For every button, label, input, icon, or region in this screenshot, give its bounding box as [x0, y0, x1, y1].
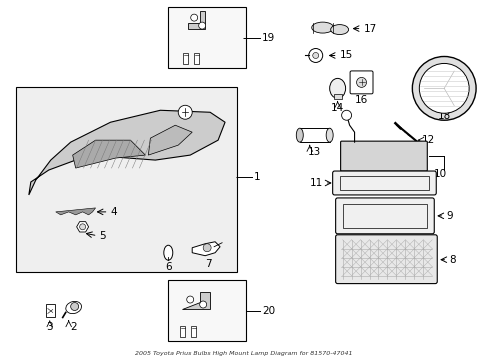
Bar [168, 280, 245, 341]
Text: 5: 5 [100, 231, 106, 241]
Polygon shape [148, 125, 192, 155]
Bar [342, 204, 427, 228]
Text: 17: 17 [363, 24, 376, 33]
Ellipse shape [325, 128, 332, 142]
Bar [191, 327, 196, 337]
Polygon shape [56, 208, 95, 215]
Bar [168, 7, 245, 68]
Ellipse shape [66, 301, 81, 314]
Text: 3: 3 [46, 323, 53, 332]
Polygon shape [29, 110, 224, 195]
Text: 7: 7 [204, 259, 211, 269]
Bar [16, 87, 237, 272]
Circle shape [80, 224, 85, 230]
Text: 18: 18 [437, 111, 450, 121]
Ellipse shape [329, 78, 345, 98]
Text: 15: 15 [339, 50, 352, 60]
Circle shape [186, 296, 193, 303]
Bar [299, 128, 329, 142]
Circle shape [198, 22, 205, 29]
FancyBboxPatch shape [335, 198, 433, 234]
Polygon shape [77, 222, 88, 232]
Ellipse shape [163, 245, 172, 260]
Ellipse shape [311, 22, 333, 33]
Text: 16: 16 [354, 95, 367, 105]
Ellipse shape [296, 128, 303, 142]
Text: 12: 12 [422, 135, 435, 145]
Text: 4: 4 [110, 207, 117, 217]
Circle shape [203, 244, 211, 252]
Bar [46, 303, 55, 318]
Circle shape [356, 77, 366, 87]
Text: 13: 13 [307, 147, 321, 157]
Circle shape [341, 110, 351, 120]
Text: 8: 8 [448, 255, 455, 265]
Text: 6: 6 [164, 262, 171, 272]
Text: 1: 1 [253, 172, 260, 182]
FancyBboxPatch shape [332, 171, 435, 195]
Bar [194, 54, 199, 64]
Ellipse shape [330, 24, 348, 35]
Bar [180, 327, 185, 337]
Text: 9: 9 [446, 211, 452, 221]
Polygon shape [188, 11, 205, 28]
Circle shape [411, 57, 475, 120]
Text: 2005 Toyota Prius Bulbs High Mount Lamp Diagram for 81570-47041: 2005 Toyota Prius Bulbs High Mount Lamp … [135, 351, 352, 356]
Circle shape [190, 14, 197, 21]
Bar [183, 54, 188, 64]
FancyBboxPatch shape [349, 71, 372, 94]
Bar [339, 176, 428, 190]
Text: 20: 20 [262, 306, 274, 316]
FancyBboxPatch shape [340, 141, 427, 171]
Circle shape [178, 105, 192, 119]
Polygon shape [192, 242, 220, 256]
Circle shape [71, 302, 79, 310]
Text: 14: 14 [330, 103, 344, 113]
Circle shape [199, 301, 206, 308]
Circle shape [308, 49, 322, 62]
Text: 10: 10 [433, 169, 447, 179]
Text: 19: 19 [262, 32, 275, 42]
Polygon shape [73, 140, 145, 168]
Polygon shape [182, 292, 210, 310]
Circle shape [312, 53, 318, 58]
Text: 2: 2 [70, 323, 77, 332]
Circle shape [419, 63, 468, 113]
FancyBboxPatch shape [335, 235, 436, 284]
Text: 11: 11 [309, 178, 322, 188]
Bar [333, 94, 341, 99]
